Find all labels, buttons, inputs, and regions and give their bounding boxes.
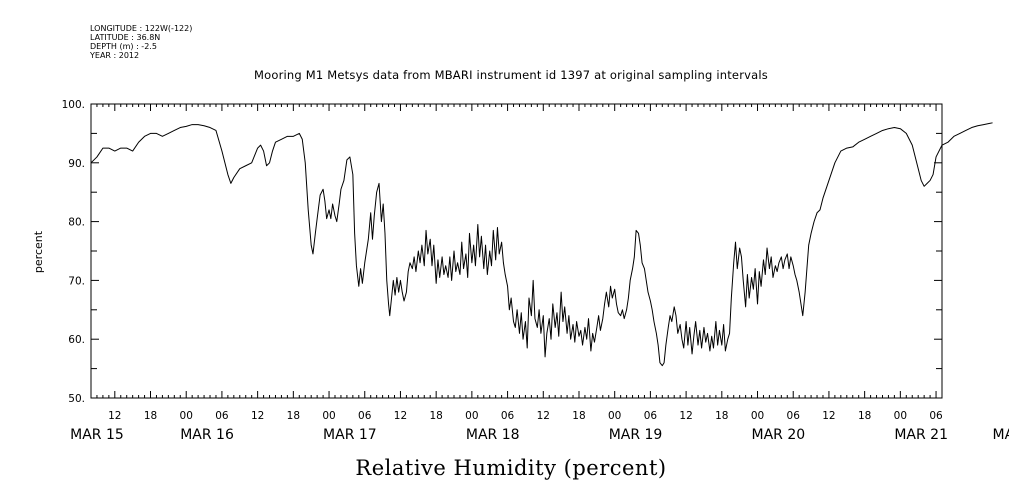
x-hour-label: 00 <box>608 410 621 422</box>
x-hour-label: 18 <box>715 410 728 422</box>
x-hour-label: 06 <box>358 410 372 422</box>
x-hour-label: 12 <box>251 410 264 422</box>
x-axis-label: Relative Humidity (percent) <box>355 456 666 480</box>
x-hour-label: 18 <box>429 410 442 422</box>
series-group <box>90 122 993 367</box>
x-hour-label: 12 <box>537 410 550 422</box>
x-hour-label: 06 <box>501 410 515 422</box>
year-label: YEAR : 2012 <box>89 51 139 60</box>
plot-border <box>90 103 943 399</box>
x-day-label: MAR 21 <box>894 427 948 443</box>
depth-label: DEPTH (m) : -2.5 <box>90 42 157 51</box>
x-hour-label: 18 <box>572 410 585 422</box>
x-hour-label: 06 <box>644 410 658 422</box>
x-day-label: MAR 22 <box>993 427 1009 443</box>
y-tick-label: 60. <box>68 334 85 346</box>
humidity-line <box>90 122 993 367</box>
y-tick-label: 50. <box>68 393 85 405</box>
x-hour-label: 12 <box>108 410 121 422</box>
x-hour-label: 12 <box>822 410 835 422</box>
x-day-label: MAR 17 <box>323 427 377 443</box>
y-tick-label: 70. <box>68 275 85 287</box>
y-tick-label: 90. <box>68 158 85 170</box>
x-hour-label: 06 <box>215 410 229 422</box>
x-day-label: MAR 15 <box>70 427 124 443</box>
x-hour-label: 18 <box>144 410 157 422</box>
x-day-label: MAR 19 <box>609 427 663 443</box>
x-hour-label: 00 <box>751 410 764 422</box>
x-hour-label: 12 <box>394 410 407 422</box>
tick-labels: 12 18 00 06 12 18 00 06 12 18 00 06 12 18 00 06 12 18 00 06… <box>62 99 1009 443</box>
axis-ticks <box>90 103 943 399</box>
plot-frame <box>90 103 943 399</box>
longitude-label: LONGITUDE : 122W(-122) <box>90 24 192 33</box>
x-hour-label: 18 <box>858 410 871 422</box>
y-tick-label: 100. <box>62 99 85 111</box>
x-hour-label: 00 <box>322 410 335 422</box>
x-hour-label: 06 <box>929 410 943 422</box>
x-day-label: MAR 18 <box>466 427 520 443</box>
latitude-label: LATITUDE : 36.8N <box>90 33 160 42</box>
chart-title: Mooring M1 Metsys data from MBARI instru… <box>254 68 768 82</box>
x-day-label: MAR 16 <box>180 427 234 443</box>
x-hour-label: 00 <box>894 410 907 422</box>
x-day-label: MAR 20 <box>752 427 806 443</box>
y-tick-label: 80. <box>68 217 85 229</box>
x-hour-label: 06 <box>787 410 801 422</box>
y-axis-label: percent <box>32 230 45 273</box>
x-hour-label: 00 <box>465 410 478 422</box>
x-hour-label: 00 <box>180 410 193 422</box>
x-hour-label: 12 <box>679 410 692 422</box>
x-hour-label: 18 <box>287 410 300 422</box>
